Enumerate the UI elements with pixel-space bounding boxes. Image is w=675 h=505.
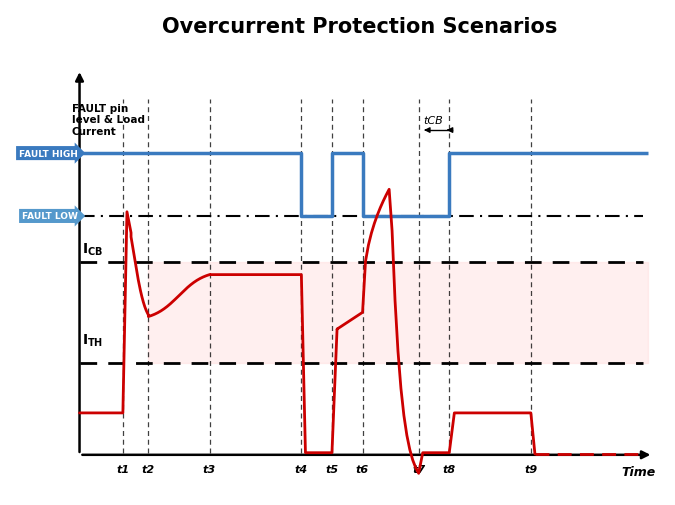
- Text: t2: t2: [142, 464, 155, 474]
- Title: Overcurrent Protection Scenarios: Overcurrent Protection Scenarios: [162, 17, 558, 36]
- Text: FAULT pin
level & Load
Current: FAULT pin level & Load Current: [72, 104, 145, 137]
- Text: t5: t5: [325, 464, 339, 474]
- Text: FAULT LOW: FAULT LOW: [22, 212, 78, 221]
- Text: t8: t8: [443, 464, 456, 474]
- Text: t3: t3: [203, 464, 216, 474]
- Text: $\mathbf{I_{TH}}$: $\mathbf{I_{TH}}$: [82, 332, 103, 348]
- Text: t7: t7: [412, 464, 425, 474]
- Text: tCB: tCB: [424, 116, 443, 126]
- Text: t1: t1: [116, 464, 130, 474]
- Text: $\mathbf{I_{CB}}$: $\mathbf{I_{CB}}$: [82, 241, 103, 258]
- Text: t4: t4: [295, 464, 308, 474]
- Text: t9: t9: [524, 464, 537, 474]
- Text: t6: t6: [356, 464, 369, 474]
- Text: FAULT HIGH: FAULT HIGH: [19, 149, 78, 158]
- Text: Time: Time: [622, 466, 656, 478]
